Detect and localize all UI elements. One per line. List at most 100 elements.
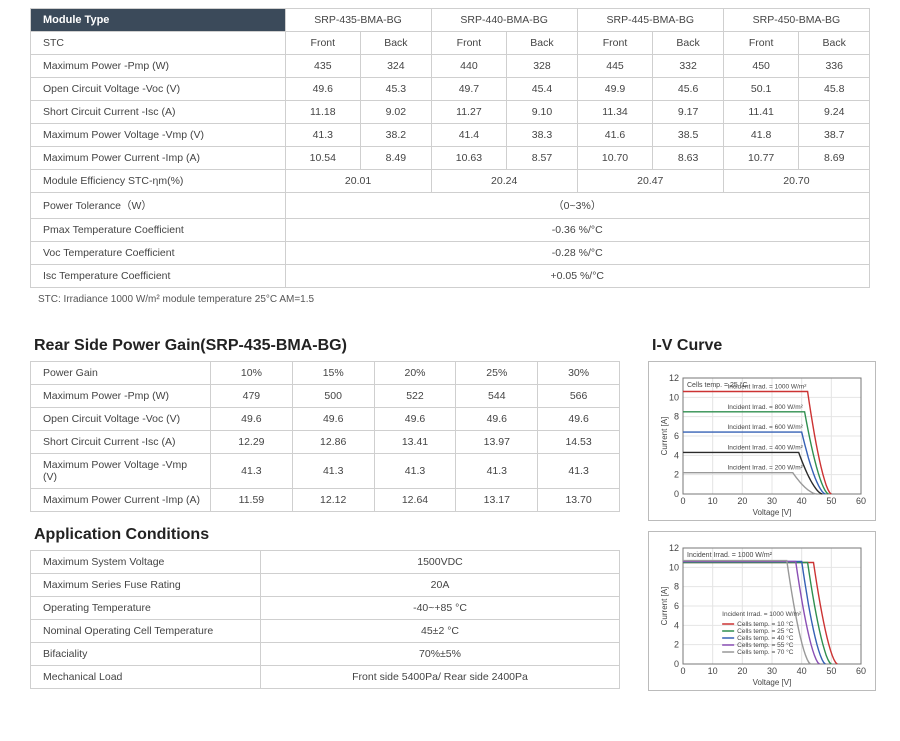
svg-text:Incident Irrad. = 800 W/m²: Incident Irrad. = 800 W/m²: [728, 404, 804, 411]
sub-back-3: Back: [799, 32, 870, 55]
svg-text:Current [A]: Current [A]: [660, 417, 669, 456]
table-row-label: Maximum Power -Pmp (W): [31, 385, 211, 408]
table-cell: 41.3: [456, 454, 538, 489]
table-cell: 41.4: [431, 124, 507, 147]
svg-text:Voltage [V]: Voltage [V]: [753, 508, 792, 517]
table-row-label: Maximum Power Voltage -Vmp (V): [31, 124, 286, 147]
iv-curve-title: I-V Curve: [652, 337, 876, 355]
col-module-0: SRP-435-BMA-BG: [285, 9, 431, 32]
table-cell: 479: [211, 385, 293, 408]
module-type-table: Module Type SRP-435-BMA-BG SRP-440-BMA-B…: [30, 8, 870, 288]
sub-front-3: Front: [723, 32, 799, 55]
svg-text:10: 10: [669, 392, 679, 402]
table-cell: 10.70: [577, 147, 653, 170]
table-cell: 49.9: [577, 78, 653, 101]
table-cell: 45.4: [507, 78, 578, 101]
table-row-label: Maximum Series Fuse Rating: [31, 574, 261, 597]
table-cell: 14.53: [538, 431, 620, 454]
table-cell: 49.6: [211, 408, 293, 431]
table-cell: 435: [285, 55, 361, 78]
svg-text:0: 0: [680, 666, 685, 676]
svg-text:60: 60: [856, 666, 866, 676]
table-cell: 9.17: [653, 101, 724, 124]
svg-text:8: 8: [674, 582, 679, 592]
table-row-label: Mechanical Load: [31, 666, 261, 689]
svg-text:10: 10: [708, 496, 718, 506]
table-row-label: Maximum Power Voltage -Vmp (V): [31, 454, 211, 489]
svg-text:Cells temp. = 40 °C: Cells temp. = 40 °C: [737, 634, 794, 642]
table-cell: 8.49: [361, 147, 432, 170]
table-cell: 20.47: [577, 170, 723, 193]
table-cell: 11.27: [431, 101, 507, 124]
table-cell: 450: [723, 55, 799, 78]
table-cell: 332: [653, 55, 724, 78]
table-cell: +0.05 %/°C: [285, 265, 870, 288]
svg-text:Cells temp. = 55 °C: Cells temp. = 55 °C: [737, 641, 794, 649]
svg-text:8: 8: [674, 412, 679, 422]
table-row-label: Pmax Temperature Coefficient: [31, 219, 286, 242]
table-cell: 522: [374, 385, 456, 408]
svg-text:50: 50: [826, 666, 836, 676]
svg-text:Current [A]: Current [A]: [660, 587, 669, 626]
table-cell: 41.3: [538, 454, 620, 489]
table-row-label: Voc Temperature Coefficient: [31, 242, 286, 265]
table-cell: 10%: [211, 362, 293, 385]
table-cell: 49.6: [285, 78, 361, 101]
table-row-label: Isc Temperature Coefficient: [31, 265, 286, 288]
svg-text:40: 40: [797, 666, 807, 676]
table-cell: 11.34: [577, 101, 653, 124]
table-cell: 445: [577, 55, 653, 78]
svg-text:Cells temp. = 10 °C: Cells temp. = 10 °C: [737, 620, 794, 628]
iv-chart-irradiance: 0102030405060024681012Cells temp. = 25 °…: [648, 361, 876, 521]
svg-text:2: 2: [674, 470, 679, 480]
svg-text:Cells temp. = 70 °C: Cells temp. = 70 °C: [737, 648, 794, 656]
table-cell: -40~+85 °C: [261, 597, 620, 620]
svg-text:0: 0: [674, 489, 679, 499]
table-cell: 9.10: [507, 101, 578, 124]
table-cell: 45.3: [361, 78, 432, 101]
table-cell: Front side 5400Pa/ Rear side 2400Pa: [261, 666, 620, 689]
table-cell: 41.3: [374, 454, 456, 489]
table-row-label: Maximum System Voltage: [31, 551, 261, 574]
table-cell: 12.12: [292, 489, 374, 512]
svg-text:50: 50: [826, 496, 836, 506]
table-cell: 41.6: [577, 124, 653, 147]
table-cell: 8.63: [653, 147, 724, 170]
stc-footnote: STC: Irradiance 1000 W/m² module tempera…: [38, 294, 870, 305]
table-row-label: Open Circuit Voltage -Voc (V): [31, 78, 286, 101]
table-row-label: Short Circuit Current -Isc (A): [31, 101, 286, 124]
table-row-label: Maximum Power Current -Imp (A): [31, 489, 211, 512]
table-row-label: Module Efficiency STC-ηm(%): [31, 170, 286, 193]
svg-text:Incident Irrad. = 1000 W/m²: Incident Irrad. = 1000 W/m²: [687, 552, 773, 559]
rear-gain-table: Power Gain10%15%20%25%30%Maximum Power -…: [30, 361, 620, 512]
table-cell: 45±2 °C: [261, 620, 620, 643]
col-module-1: SRP-440-BMA-BG: [431, 9, 577, 32]
svg-text:Incident Irrad. = 400 W/m²: Incident Irrad. = 400 W/m²: [728, 444, 804, 451]
table-cell: 566: [538, 385, 620, 408]
sub-front-2: Front: [577, 32, 653, 55]
svg-text:10: 10: [708, 666, 718, 676]
table-cell: 20.01: [285, 170, 431, 193]
table-cell: 41.3: [292, 454, 374, 489]
table-row-label: Maximum Power Current -Imp (A): [31, 147, 286, 170]
table-cell: 440: [431, 55, 507, 78]
table-cell: -0.36 %/°C: [285, 219, 870, 242]
table-cell: 20A: [261, 574, 620, 597]
table-cell: 25%: [456, 362, 538, 385]
table-cell: 11.18: [285, 101, 361, 124]
table-row-label: Bifaciality: [31, 643, 261, 666]
table-cell: 38.7: [799, 124, 870, 147]
table-cell: 12.29: [211, 431, 293, 454]
table-cell: 11.41: [723, 101, 799, 124]
table-cell: 41.8: [723, 124, 799, 147]
table-cell: 49.6: [538, 408, 620, 431]
header-module-type: Module Type: [31, 9, 286, 32]
sub-back-0: Back: [361, 32, 432, 55]
table-cell: 41.3: [211, 454, 293, 489]
sub-back-2: Back: [653, 32, 724, 55]
table-cell: 45.6: [653, 78, 724, 101]
table-cell: 38.3: [507, 124, 578, 147]
svg-text:60: 60: [856, 496, 866, 506]
table-cell: 38.2: [361, 124, 432, 147]
svg-text:12: 12: [669, 543, 679, 553]
